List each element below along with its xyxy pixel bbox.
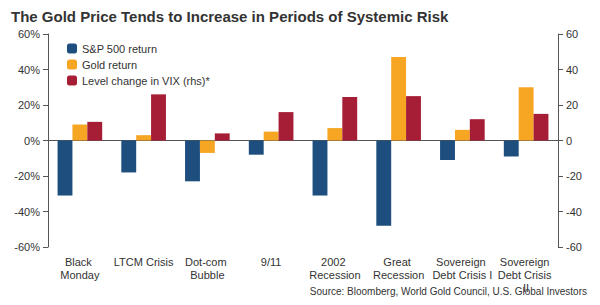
svg-text:Sovereign: Sovereign [500,256,553,268]
svg-text:Bubble: Bubble [190,269,224,281]
svg-text:-40: -40 [566,206,582,218]
svg-text:-40%: -40% [14,206,40,218]
svg-text:60%: 60% [18,28,40,40]
svg-text:60: 60 [566,28,578,40]
svg-text:9/11: 9/11 [261,256,282,268]
svg-text:20%: 20% [18,99,40,111]
svg-text:The Gold Price Tends to Increa: The Gold Price Tends to Increase in Peri… [11,8,449,25]
svg-text:Recession: Recession [309,269,360,281]
svg-text:Great: Great [383,256,414,268]
svg-text:Recession: Recession [373,269,424,281]
svg-text:2002: 2002 [321,256,349,268]
svg-text:0%: 0% [24,135,40,147]
svg-text:Black: Black [65,256,95,268]
svg-text:Debt Crisis I: Debt Crisis I [432,269,492,281]
svg-text:20: 20 [566,99,578,111]
svg-text:Sovereign: Sovereign [436,256,489,268]
svg-text:Dot-com: Dot-com [185,256,230,268]
svg-text:40: 40 [566,64,578,76]
svg-text:S&P 500 return: S&P 500 return [82,43,157,55]
svg-text:-20: -20 [566,170,582,182]
svg-text:Gold return: Gold return [82,59,137,71]
svg-text:Level change in VIX (rhs)*: Level change in VIX (rhs)* [82,75,211,87]
svg-text:-60: -60 [566,241,582,253]
svg-text:40%: 40% [18,64,40,76]
svg-text:Debt Crisis: Debt Crisis [498,269,555,281]
svg-text:-60%: -60% [14,241,40,253]
svg-text:0: 0 [566,135,572,147]
svg-text:Source: Bloomberg, World Gold: Source: Bloomberg, World Gold Council, U… [310,286,587,297]
svg-text:LTCM Crisis: LTCM Crisis [114,256,174,268]
svg-text:-20%: -20% [14,170,40,182]
svg-text:Monday: Monday [60,269,100,281]
